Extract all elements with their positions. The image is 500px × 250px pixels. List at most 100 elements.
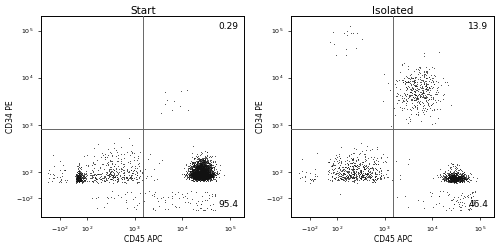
Point: [106, 172, 114, 176]
Point: [206, 172, 214, 176]
Point: [192, 172, 200, 176]
Point: [78, 181, 86, 185]
Point: [452, 175, 460, 179]
Point: [196, 176, 204, 180]
Point: [199, 168, 207, 172]
Point: [128, 149, 136, 153]
Point: [337, 174, 345, 178]
Point: [193, 172, 201, 176]
Point: [450, 179, 458, 183]
Point: [204, 170, 212, 174]
Point: [196, 173, 203, 177]
Point: [194, 171, 202, 175]
Point: [446, 170, 454, 174]
Point: [73, 178, 81, 182]
Point: [91, 175, 99, 179]
Point: [452, 178, 460, 182]
Point: [202, 164, 210, 168]
Point: [200, 176, 208, 180]
Point: [459, 175, 467, 179]
Point: [74, 172, 82, 176]
Point: [444, 175, 452, 179]
Point: [396, 70, 404, 73]
Point: [204, 171, 212, 175]
Point: [202, 176, 210, 180]
Point: [448, 162, 456, 166]
Point: [360, 165, 368, 169]
Point: [198, 166, 205, 170]
Point: [73, 179, 81, 183]
Point: [80, 176, 88, 180]
Point: [447, 178, 455, 182]
Point: [192, 174, 200, 178]
Point: [116, 167, 124, 171]
Point: [192, 174, 200, 178]
Point: [456, 176, 464, 180]
Point: [446, 179, 454, 183]
Point: [113, 180, 121, 184]
Point: [335, 166, 343, 170]
Point: [452, 175, 460, 179]
Point: [196, 162, 204, 166]
Point: [189, 172, 197, 175]
Point: [452, 177, 460, 181]
Point: [200, 168, 208, 172]
Point: [202, 173, 210, 177]
Point: [201, 174, 209, 178]
Point: [145, 189, 153, 193]
Point: [200, 170, 207, 174]
Point: [194, 170, 202, 174]
Point: [450, 202, 458, 206]
Point: [195, 178, 203, 182]
Point: [453, 177, 461, 181]
Point: [362, 163, 370, 167]
Point: [210, 175, 218, 179]
Point: [200, 170, 208, 173]
Point: [473, 176, 481, 180]
Point: [192, 173, 200, 177]
Point: [450, 175, 458, 179]
Point: [204, 174, 212, 178]
Point: [452, 165, 460, 169]
Point: [440, 97, 448, 101]
Point: [205, 174, 213, 178]
Point: [420, 69, 428, 73]
Point: [190, 173, 198, 177]
Point: [196, 159, 204, 163]
Point: [202, 171, 210, 175]
Point: [369, 158, 377, 162]
Point: [201, 172, 209, 176]
Point: [204, 174, 212, 178]
Point: [449, 177, 457, 181]
Point: [202, 163, 210, 167]
Point: [458, 174, 466, 178]
Point: [204, 174, 212, 178]
Point: [196, 167, 204, 171]
Point: [408, 105, 416, 109]
Point: [107, 195, 115, 199]
Point: [372, 177, 380, 181]
Point: [182, 162, 190, 166]
Point: [194, 174, 202, 178]
Point: [202, 163, 210, 167]
Point: [468, 190, 476, 194]
Point: [201, 174, 209, 178]
Point: [330, 163, 338, 167]
Point: [198, 171, 206, 175]
Point: [74, 174, 82, 178]
Point: [175, 196, 183, 200]
Point: [191, 170, 199, 174]
Point: [202, 174, 210, 178]
Point: [200, 176, 207, 180]
Point: [201, 174, 209, 178]
Point: [372, 172, 380, 176]
Point: [202, 172, 210, 175]
Point: [202, 176, 210, 180]
Point: [203, 164, 211, 168]
Point: [183, 175, 191, 179]
Point: [196, 174, 203, 178]
Point: [200, 160, 208, 164]
Point: [446, 103, 454, 107]
Point: [202, 170, 210, 174]
Point: [202, 171, 210, 175]
